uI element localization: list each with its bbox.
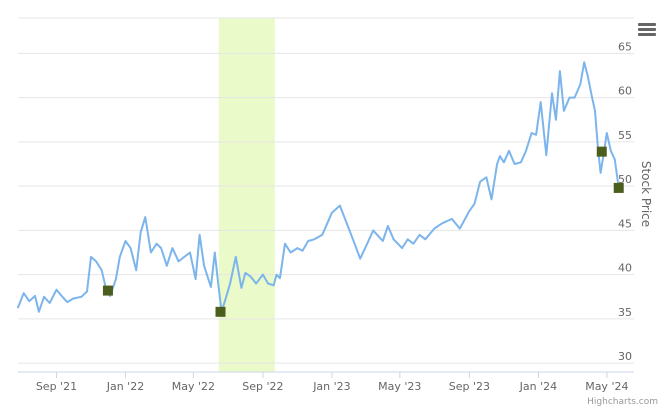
event-marker [215, 306, 226, 317]
x-tick-label: Sep '21 [36, 380, 77, 393]
y-axis-title: Stock Price [639, 161, 653, 227]
y-tick-label: 40 [618, 262, 632, 275]
credits-link[interactable]: Highcharts.com [587, 397, 658, 407]
x-tick-label: Sep '23 [449, 380, 490, 393]
y-tick-label: 50 [618, 173, 632, 186]
x-axis: Sep '21 Jan '22 May '22 Sep '22 Jan '23 May '… [18, 371, 634, 393]
y-tick-label: 45 [618, 217, 632, 230]
x-tick-label: Sep '22 [242, 380, 283, 393]
x-tick-label: May '22 [172, 380, 215, 393]
shaded-band-rect [218, 18, 275, 372]
y-axis: 30 35 40 45 50 55 60 65 [618, 40, 632, 363]
shaded-period-band [218, 18, 275, 372]
x-tick-label: Jan '22 [106, 380, 144, 393]
y-tick-label: 55 [618, 129, 632, 142]
event-marker [596, 146, 607, 157]
markers-layer [102, 146, 624, 317]
y-tick-label: 65 [618, 40, 632, 53]
event-marker [102, 285, 113, 296]
y-tick-label: 60 [618, 85, 632, 98]
y-tick-label: 35 [618, 306, 632, 319]
x-tick-label: Jan '23 [312, 380, 350, 393]
event-marker [613, 182, 624, 193]
y-tick-label: 30 [618, 350, 632, 363]
hamburger-menu-icon[interactable] [638, 23, 656, 36]
x-tick-label: May '24 [585, 380, 628, 393]
stock-price-line [17, 61, 620, 313]
x-tick-label: Jan '24 [519, 380, 557, 393]
series-layer [17, 61, 620, 313]
x-tick-label: May '23 [378, 380, 421, 393]
grid-lines [18, 17, 634, 364]
